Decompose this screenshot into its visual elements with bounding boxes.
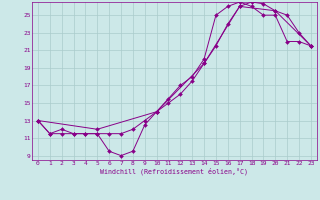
X-axis label: Windchill (Refroidissement éolien,°C): Windchill (Refroidissement éolien,°C) bbox=[100, 168, 248, 175]
